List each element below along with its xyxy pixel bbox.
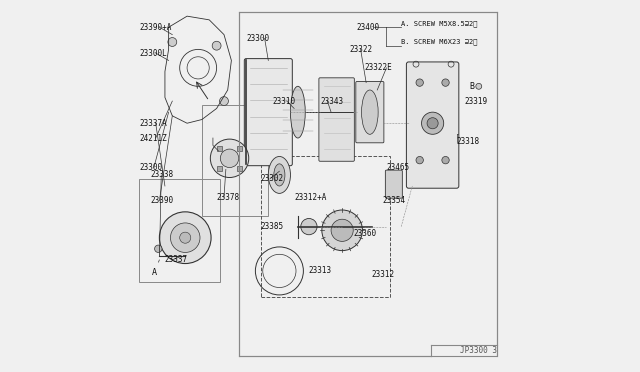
Circle shape [180, 232, 191, 243]
Text: 23465: 23465 [387, 163, 410, 172]
Text: A. SCREW M5X8.5⊒2〈: A. SCREW M5X8.5⊒2〈 [401, 20, 477, 27]
Circle shape [155, 245, 162, 253]
Text: 23378: 23378 [216, 193, 240, 202]
Ellipse shape [362, 90, 378, 134]
FancyBboxPatch shape [244, 59, 292, 166]
Circle shape [211, 139, 249, 177]
Text: 23360: 23360 [353, 230, 376, 238]
Text: 23302: 23302 [261, 174, 284, 183]
Text: 23337: 23337 [165, 255, 188, 264]
FancyBboxPatch shape [356, 81, 384, 143]
Text: B: B [469, 82, 474, 91]
Text: 23343: 23343 [320, 97, 343, 106]
Bar [239, 13, 497, 356]
Text: 23312: 23312 [372, 270, 395, 279]
Ellipse shape [291, 86, 305, 138]
Circle shape [170, 223, 200, 253]
Text: A: A [152, 260, 159, 277]
Text: 23337A: 23337A [139, 119, 167, 128]
Text: 23312+A: 23312+A [294, 193, 326, 202]
Circle shape [476, 83, 482, 89]
Text: 23354: 23354 [383, 196, 406, 205]
FancyBboxPatch shape [385, 170, 403, 198]
Bar [202, 105, 268, 215]
Circle shape [159, 212, 211, 263]
Ellipse shape [274, 164, 285, 186]
Circle shape [212, 41, 221, 50]
FancyBboxPatch shape [319, 78, 355, 161]
Circle shape [416, 157, 424, 164]
Circle shape [442, 79, 449, 86]
Circle shape [220, 149, 239, 167]
FancyBboxPatch shape [406, 62, 459, 188]
Circle shape [416, 79, 424, 86]
Text: 24211Z: 24211Z [139, 134, 167, 142]
Text: 23322: 23322 [349, 45, 372, 54]
Circle shape [220, 97, 228, 106]
Text: 23400: 23400 [357, 23, 380, 32]
Text: B. SCREW M6X23 ⊒2〈: B. SCREW M6X23 ⊒2〈 [401, 39, 477, 45]
Text: 23322E: 23322E [364, 63, 392, 72]
Bar [237, 146, 242, 151]
Bar [217, 166, 222, 171]
Text: 23318: 23318 [456, 137, 480, 146]
Circle shape [442, 157, 449, 164]
Circle shape [301, 218, 317, 235]
Text: JP3300 3: JP3300 3 [460, 346, 497, 355]
Text: 23338: 23338 [150, 170, 173, 179]
Ellipse shape [268, 157, 291, 193]
Circle shape [168, 38, 177, 46]
Bar [261, 157, 390, 297]
Circle shape [322, 210, 362, 251]
Circle shape [422, 112, 444, 134]
Text: 23390+A: 23390+A [139, 23, 172, 32]
Text: 23300: 23300 [139, 163, 162, 172]
Text: 23313: 23313 [309, 266, 332, 275]
Bar [237, 166, 242, 171]
Text: 23300L: 23300L [139, 49, 167, 58]
Circle shape [331, 219, 353, 241]
Text: 23310: 23310 [272, 97, 295, 106]
Bar [217, 146, 222, 151]
Text: 23300: 23300 [246, 34, 269, 43]
Text: 23390: 23390 [150, 196, 173, 205]
Bar [139, 179, 220, 282]
Text: 23385: 23385 [261, 222, 284, 231]
Circle shape [427, 118, 438, 129]
Text: 23319: 23319 [464, 97, 487, 106]
